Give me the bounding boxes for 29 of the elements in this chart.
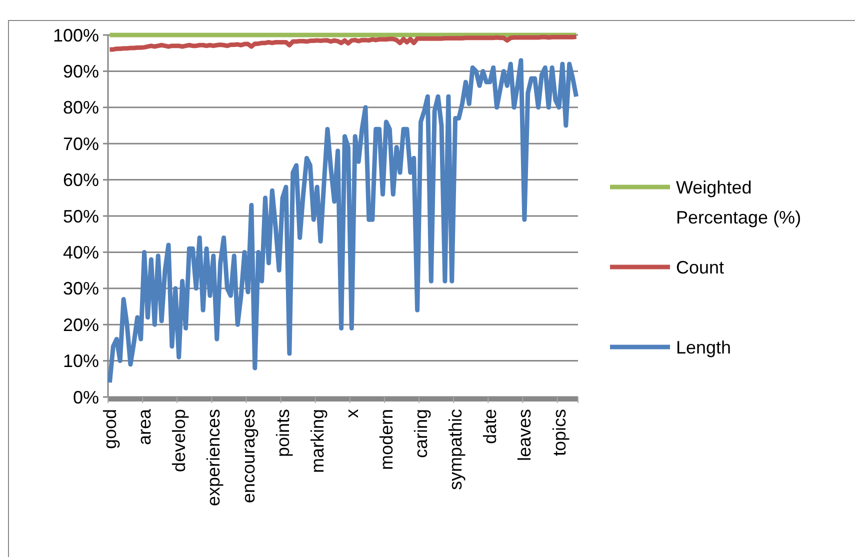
- y-tick-label: 80%: [62, 98, 99, 118]
- x-tick-label: develop: [169, 409, 190, 472]
- y-tick-label: 0%: [72, 387, 99, 408]
- x-tick-label: topics: [549, 409, 570, 456]
- y-tick-label: 40%: [62, 242, 99, 262]
- x-tick-label: leaves: [514, 409, 535, 462]
- x-tick-label: caring: [411, 409, 432, 458]
- x-tick-label: modern: [376, 409, 396, 470]
- y-tick-label: 90%: [62, 62, 99, 82]
- x-tick-label: good: [100, 409, 120, 450]
- x-tick-label: x: [342, 409, 362, 418]
- x-tick-label: area: [134, 408, 155, 446]
- y-tick-label: 100%: [52, 25, 99, 46]
- x-tick-label: date: [480, 409, 500, 444]
- y-tick-label: 30%: [62, 278, 99, 299]
- y-tick-label: 20%: [62, 314, 99, 335]
- legend-label: Count: [676, 257, 724, 278]
- y-tick-label: 50%: [62, 206, 99, 226]
- legend-label: Weighted Percentage (%): [676, 177, 802, 228]
- x-tick-label: experiences: [204, 409, 224, 506]
- x-tick-label: encourages: [238, 409, 258, 504]
- x-tick-label: sympathic: [446, 409, 466, 490]
- x-tick-label: points: [272, 409, 293, 458]
- y-tick-label: 10%: [62, 351, 99, 372]
- y-tick-label: 60%: [62, 170, 99, 190]
- line-series: [107, 58, 579, 385]
- legend-label: Length: [676, 337, 732, 358]
- x-tick-label: marking: [307, 409, 328, 474]
- y-tick-label: 70%: [62, 134, 99, 154]
